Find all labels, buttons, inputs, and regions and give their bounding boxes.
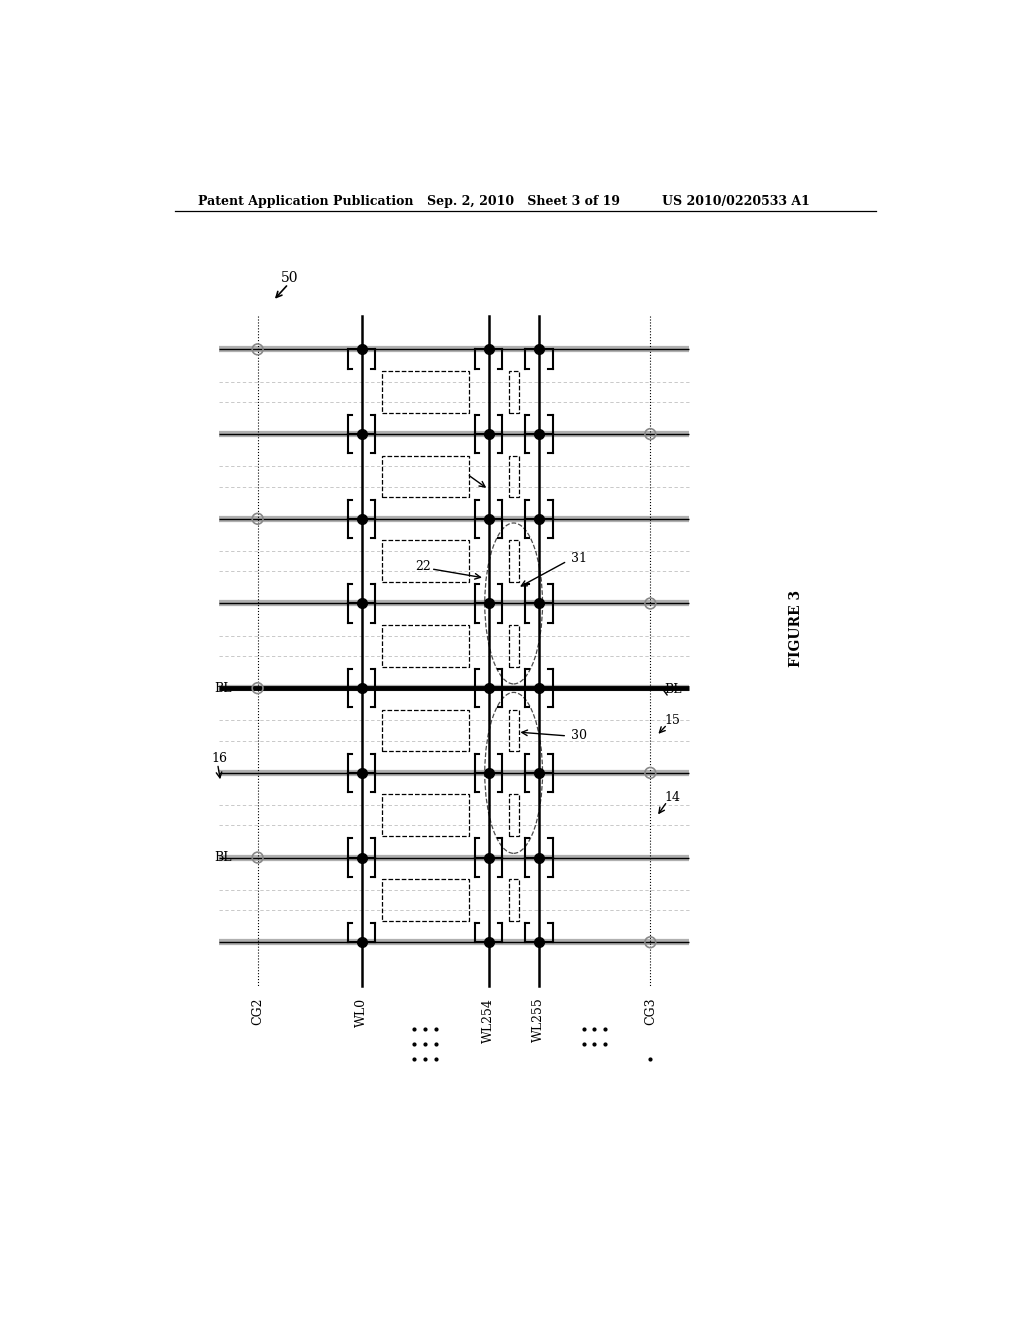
Text: 14: 14 [665,791,680,804]
Bar [509,879,518,921]
Text: BL: BL [665,684,682,696]
Text: BL: BL [214,681,231,694]
Text: WL255: WL255 [532,998,545,1043]
Bar [509,455,518,498]
Bar [382,626,469,667]
Text: CG3: CG3 [644,998,656,1026]
Bar [509,626,518,667]
Text: US 2010/0220533 A1: US 2010/0220533 A1 [662,195,810,209]
Text: Sep. 2, 2010   Sheet 3 of 19: Sep. 2, 2010 Sheet 3 of 19 [427,195,620,209]
Bar [509,371,518,412]
Bar [382,455,469,498]
Bar [382,710,469,751]
Text: CG2: CG2 [251,998,264,1026]
Text: 30: 30 [571,730,587,742]
Text: BL: BL [214,851,231,865]
Text: WL0: WL0 [355,998,368,1027]
Bar [382,795,469,836]
Text: FIGURE 3: FIGURE 3 [788,590,803,667]
Bar [382,879,469,921]
Text: Patent Application Publication: Patent Application Publication [198,195,413,209]
Text: WL254: WL254 [482,998,496,1043]
Bar [382,371,469,412]
Bar [509,540,518,582]
Text: 16: 16 [211,752,227,766]
Text: 15: 15 [665,714,680,727]
Text: 50: 50 [281,271,298,285]
Text: 31: 31 [571,552,587,565]
Bar [509,795,518,836]
Bar [382,540,469,582]
Bar [509,710,518,751]
Text: 22: 22 [416,560,431,573]
